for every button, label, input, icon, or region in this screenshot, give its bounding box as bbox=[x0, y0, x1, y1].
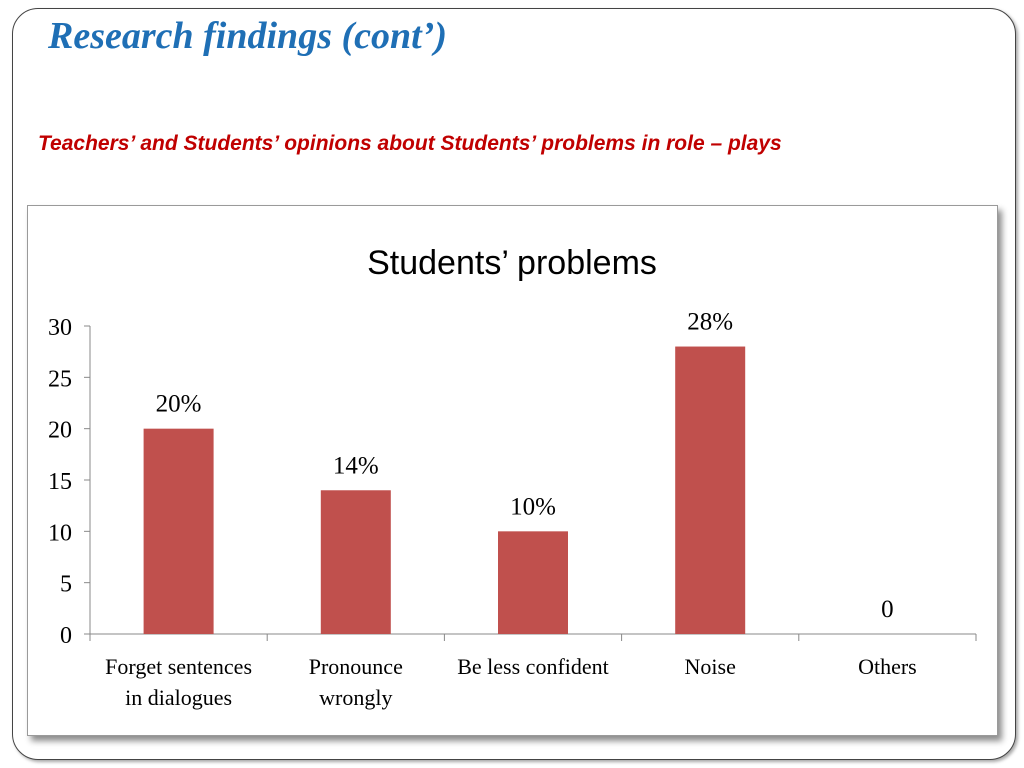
x-category-label: Pronounce bbox=[309, 654, 403, 679]
y-tick-label: 25 bbox=[48, 366, 72, 392]
data-label: 28% bbox=[687, 309, 733, 336]
chart-title: Students’ problems bbox=[367, 244, 657, 282]
x-category-label: Forget sentences bbox=[105, 654, 252, 679]
y-tick-label: 5 bbox=[60, 572, 72, 598]
bar bbox=[143, 428, 214, 634]
y-tick-label: 20 bbox=[48, 418, 72, 444]
slide-title: Research findings (cont’) bbox=[48, 15, 447, 57]
y-tick-label: 15 bbox=[48, 469, 72, 495]
x-category-label: Others bbox=[858, 654, 917, 679]
bar bbox=[498, 531, 568, 634]
y-tick-label: 10 bbox=[48, 520, 72, 546]
data-label: 0 bbox=[881, 596, 894, 623]
x-category-label: Be less confident bbox=[457, 654, 609, 679]
chart-container: Students’ problems 0 5 10 15 20 25 30 20% Forget… bbox=[27, 205, 998, 736]
bar bbox=[320, 490, 391, 634]
x-category-label: Noise bbox=[685, 654, 736, 679]
bar-chart: Students’ problems 0 5 10 15 20 25 30 20% Forget… bbox=[48, 244, 977, 710]
y-tick-label: 0 bbox=[60, 623, 72, 649]
data-label: 10% bbox=[510, 493, 556, 520]
data-label: 20% bbox=[156, 391, 202, 418]
x-category-label: in dialogues bbox=[125, 685, 232, 710]
y-tick-label: 30 bbox=[48, 315, 72, 341]
x-category-label: wrongly bbox=[319, 685, 392, 710]
bar bbox=[675, 346, 746, 634]
data-label: 14% bbox=[333, 452, 379, 479]
slide-subtitle: Teachers’ and Students’ opinions about S… bbox=[38, 132, 782, 155]
